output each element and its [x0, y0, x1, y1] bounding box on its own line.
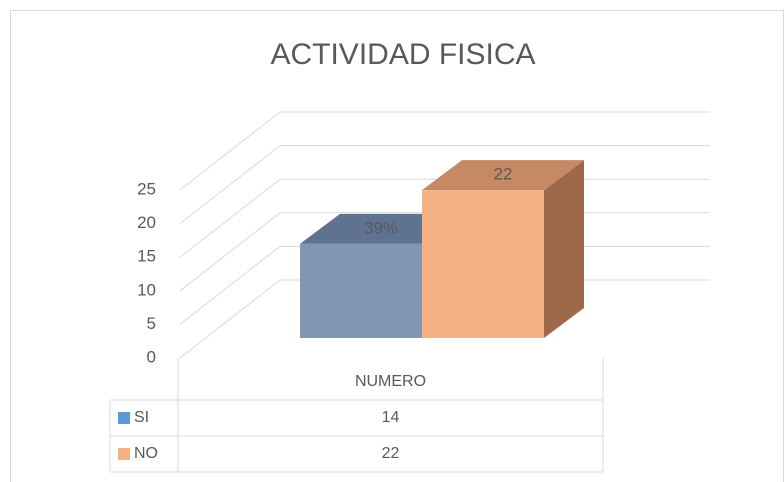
legend-swatch — [118, 412, 130, 424]
legend-label: SI — [134, 409, 149, 426]
chart-title: ACTIVIDAD FISICA — [270, 38, 535, 71]
bar-top — [300, 213, 462, 244]
y-tick-label: 0 — [147, 347, 156, 366]
data-label: 22 — [494, 165, 513, 184]
y-tick-label: 25 — [137, 179, 156, 198]
grid-line — [179, 145, 710, 224]
bar-top — [422, 160, 584, 191]
y-tick-label: 15 — [137, 247, 156, 266]
table-header: NUMERO — [355, 373, 426, 390]
bar-front — [422, 190, 544, 338]
bar-front — [300, 243, 422, 338]
legend-label: NO — [134, 445, 158, 462]
table-value: 14 — [382, 409, 400, 426]
y-tick-label: 20 — [137, 213, 156, 232]
bar — [422, 160, 584, 338]
legend-swatch — [118, 448, 130, 460]
y-tick-label: 10 — [137, 280, 156, 299]
table-value: 22 — [382, 445, 400, 462]
y-tick-label: 5 — [147, 314, 156, 333]
data-label: 39% — [364, 218, 398, 237]
grid-line — [179, 111, 710, 191]
bar-side — [544, 160, 584, 338]
